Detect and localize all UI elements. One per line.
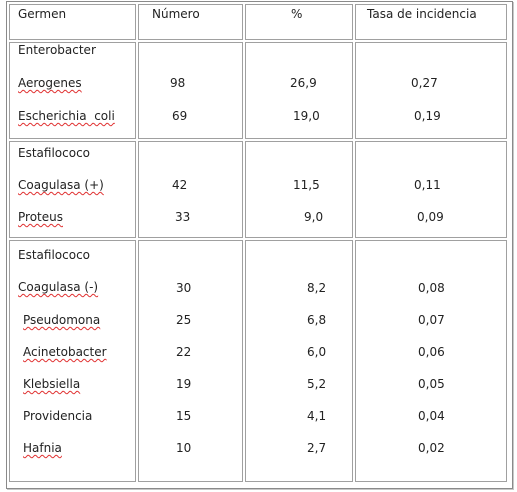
header-cell-pct	[245, 4, 353, 40]
tasa-acinetobacter: 0,06	[418, 345, 445, 359]
numero-hafnia: 10	[176, 441, 192, 455]
group-3-cell-tasa	[355, 240, 507, 482]
group-2-cell-germen	[9, 141, 136, 238]
germen-escherichia-coli: Escherichia coli	[18, 109, 115, 123]
numero-escherichia-coli: 69	[172, 109, 188, 123]
group-3-cell-pct	[245, 240, 353, 482]
germen-coagulasa-positivo: Coagulasa (+)	[18, 178, 104, 192]
group-1-cell-numero	[138, 42, 243, 139]
tasa-aerogenes: 0,27	[411, 76, 438, 90]
pct-coagulasa-positivo: 11,5	[293, 178, 320, 192]
group-2-cell-pct	[245, 141, 353, 238]
tasa-providencia: 0,04	[418, 409, 445, 423]
tasa-klebsiella: 0,05	[418, 377, 445, 391]
column-header-pct: %	[291, 7, 303, 21]
germen-klebsiella: Klebsiella	[23, 377, 81, 391]
tasa-proteus: 0,09	[417, 210, 444, 224]
group-1-cell-germen	[9, 42, 136, 139]
header-cell-germen	[9, 4, 136, 40]
numero-acinetobacter: 22	[176, 345, 192, 359]
group-1-cell-tasa	[355, 42, 507, 139]
header-cell-numero	[138, 4, 243, 40]
pct-aerogenes: 26,9	[290, 76, 317, 90]
numero-coagulasa-positivo: 42	[172, 178, 188, 192]
numero-proteus: 33	[175, 210, 191, 224]
column-header-germen: Germen	[18, 7, 67, 21]
tasa-escherichia-coli: 0,19	[414, 109, 441, 123]
numero-pseudomona: 25	[176, 313, 192, 327]
numero-aerogenes: 98	[170, 76, 186, 90]
group-title-estafilococo-1: Estafilococo	[18, 146, 91, 160]
germen-aerogenes: Aerogenes	[18, 76, 82, 90]
header-cell-tasa	[355, 4, 507, 40]
group-3-cell-numero	[138, 240, 243, 482]
pct-coagulasa-negativo: 8,2	[307, 281, 327, 295]
group-1-cell-pct	[245, 42, 353, 139]
column-header-numero: Número	[152, 7, 200, 21]
germen-proteus: Proteus	[18, 210, 63, 224]
pct-klebsiella: 5,2	[307, 377, 327, 391]
group-title-enterobacter: Enterobacter	[18, 43, 96, 57]
tasa-hafnia: 0,02	[418, 441, 445, 455]
group-2-cell-tasa	[355, 141, 507, 238]
numero-providencia: 15	[176, 409, 192, 423]
germen-providencia: Providencia	[23, 409, 93, 423]
numero-klebsiella: 19	[176, 377, 192, 391]
pct-pseudomona: 6,8	[307, 313, 327, 327]
tasa-coagulasa-positivo: 0,11	[414, 178, 441, 192]
table-frame	[6, 1, 513, 489]
germen-pseudomona: Pseudomona	[23, 313, 101, 327]
pct-proteus: 9,0	[304, 210, 324, 224]
group-2-cell-numero	[138, 141, 243, 238]
group-title-estafilococo-2: Estafilococo	[18, 248, 91, 262]
pct-escherichia-coli: 19,0	[293, 109, 320, 123]
column-header-tasa: Tasa de incidencia	[367, 7, 477, 21]
group-3-cell-germen	[9, 240, 136, 482]
germen-acinetobacter: Acinetobacter	[23, 345, 107, 359]
numero-coagulasa-negativo: 30	[176, 281, 192, 295]
tasa-pseudomona: 0,07	[418, 313, 445, 327]
pct-hafnia: 2,7	[307, 441, 327, 455]
pct-providencia: 4,1	[307, 409, 327, 423]
pct-acinetobacter: 6,0	[307, 345, 327, 359]
tasa-coagulasa-negativo: 0,08	[418, 281, 445, 295]
germen-hafnia: Hafnia	[23, 441, 62, 455]
germen-coagulasa-negativo: Coagulasa (-)	[18, 280, 99, 294]
